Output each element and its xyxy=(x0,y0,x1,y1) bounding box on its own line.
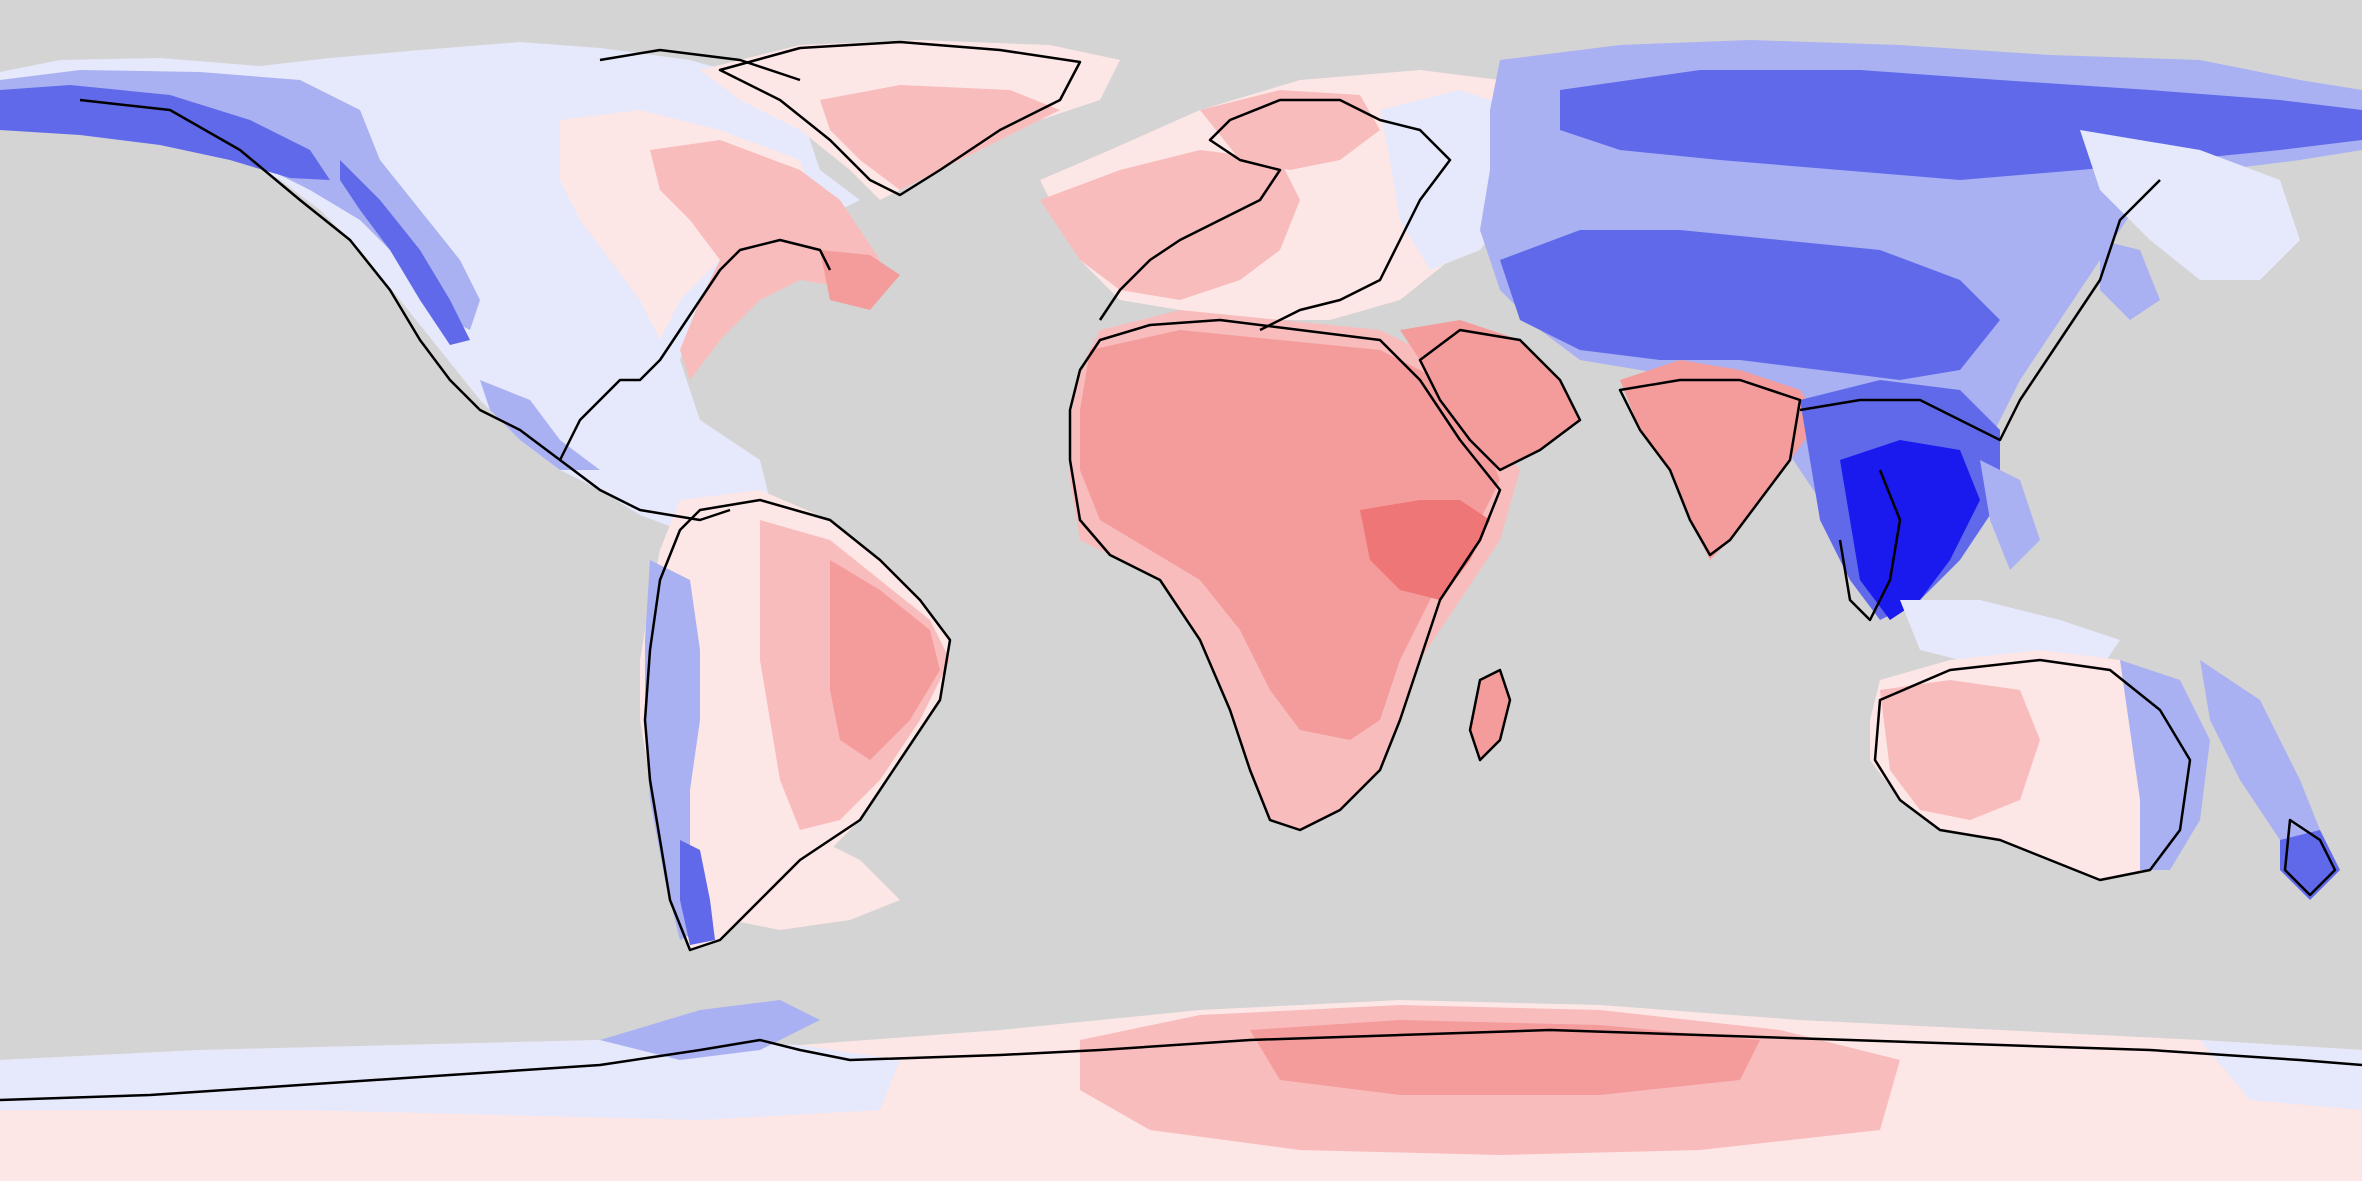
tasman-blue xyxy=(2200,660,2320,840)
antarctic-peninsula-blue xyxy=(600,1000,820,1060)
europe-pink xyxy=(1040,150,1300,300)
coastline-madagascar xyxy=(1468,668,1512,762)
southeast-asia xyxy=(1800,380,2120,670)
india-base xyxy=(1620,360,1820,560)
coastline-new-zealand xyxy=(2283,818,2337,897)
far-east-faint xyxy=(2080,130,2300,280)
coastline-europe xyxy=(1098,98,1452,332)
greenland xyxy=(700,40,1120,200)
argentina-pink xyxy=(720,820,900,930)
south-america xyxy=(640,490,950,950)
atlantic-canada-pink xyxy=(820,250,900,310)
arabia-base xyxy=(1400,320,1580,470)
coastline-africa xyxy=(1068,318,1502,832)
patagonia-deep-blue xyxy=(680,840,715,945)
europe xyxy=(1040,70,1520,320)
mexico-blue xyxy=(480,380,600,470)
coastline-southeast-asia xyxy=(1799,179,2161,622)
antarctica-east-medium xyxy=(1250,1020,1760,1095)
coastline-south-america xyxy=(643,498,952,952)
philippines-blue xyxy=(1980,460,2040,570)
indonesia-faint xyxy=(1900,600,2120,670)
coastline-australia xyxy=(1873,658,2192,882)
scandinavia-pink xyxy=(1200,90,1380,170)
india xyxy=(1620,360,1820,560)
australia xyxy=(1870,650,2340,900)
greenland-inner xyxy=(820,85,1060,190)
central-asia-medium xyxy=(1500,230,2000,380)
japan-blue xyxy=(2100,240,2160,320)
west-coast-blue xyxy=(340,160,470,345)
alaska-blue-band xyxy=(0,70,480,330)
southeast-asia-strong xyxy=(1840,440,1980,620)
asia xyxy=(1480,40,2362,580)
antarctica xyxy=(0,1000,2362,1181)
east-coast-pink xyxy=(650,140,880,380)
antarctica-far-east-blue xyxy=(2200,1040,2362,1110)
africa-medium xyxy=(1080,330,1500,740)
coastline-north-america xyxy=(79,48,832,522)
antarctica-west-blue xyxy=(0,1040,900,1120)
coastline-antarctica xyxy=(0,1028,2362,1102)
coastline-greenland xyxy=(718,40,1082,197)
brazil-east-pink xyxy=(830,560,940,760)
arabia xyxy=(1400,320,1580,470)
coastlines xyxy=(0,40,2362,1102)
coastline-india xyxy=(1618,378,1802,557)
coastline-arabia xyxy=(1418,328,1582,472)
australia-east-blue xyxy=(2120,660,2210,870)
australia-west-pink xyxy=(1880,680,2040,820)
